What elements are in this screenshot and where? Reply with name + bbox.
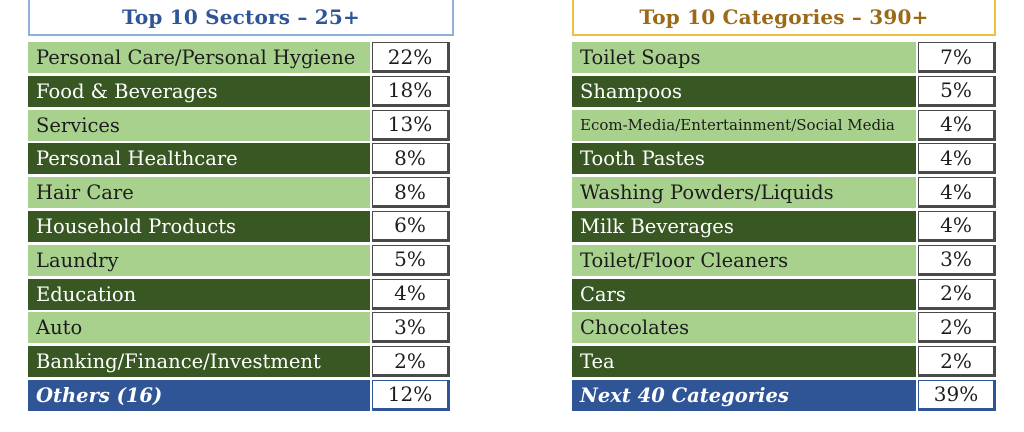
- table-row: Personal Care/Personal Hygiene 22%: [28, 42, 456, 73]
- table-row: Tooth Pastes 4%: [572, 143, 1000, 175]
- others-row: Others (16) 12%: [28, 379, 456, 411]
- categories-table: Toilet Soaps 7% Shampoos 5% Ecom-Media/Ent…: [572, 42, 1000, 411]
- table-row: Education 4%: [28, 278, 456, 310]
- row-value: 22%: [372, 42, 450, 73]
- table-row: Services 13%: [28, 109, 456, 141]
- row-value: 4%: [918, 177, 996, 209]
- row-value: 5%: [918, 75, 996, 107]
- row-label: Banking/Finance/Investment: [28, 346, 370, 378]
- row-label: Hair Care: [28, 177, 370, 209]
- row-label: Toilet Soaps: [572, 42, 916, 73]
- row-value: 13%: [372, 109, 450, 141]
- row-value: 18%: [372, 75, 450, 107]
- row-label: Washing Powders/Liquids: [572, 177, 916, 209]
- row-value: 4%: [918, 143, 996, 175]
- row-label: Toilet/Floor Cleaners: [572, 244, 916, 276]
- table-row: Shampoos 5%: [572, 75, 1000, 107]
- row-label: Ecom-Media/Entertainment/Social Media: [572, 109, 916, 141]
- row-value: 2%: [372, 346, 450, 378]
- row-label: Milk Beverages: [572, 210, 916, 242]
- others-value: 12%: [372, 379, 450, 411]
- table-row: Ecom-Media/Entertainment/Social Media 4%: [572, 109, 1000, 141]
- row-value: 6%: [372, 210, 450, 242]
- others-label: Others (16): [28, 379, 370, 411]
- table-row: Toilet/Floor Cleaners 3%: [572, 244, 1000, 276]
- row-value: 2%: [918, 312, 996, 344]
- row-label: Services: [28, 109, 370, 141]
- table-row: Hair Care 8%: [28, 177, 456, 209]
- row-value: 4%: [918, 210, 996, 242]
- table-row: Personal Healthcare 8%: [28, 143, 456, 175]
- table-row: Washing Powders/Liquids 4%: [572, 177, 1000, 209]
- sectors-panel: Top 10 Sectors – 25+ Personal Care/Perso…: [28, 0, 456, 414]
- row-label: Personal Healthcare: [28, 143, 370, 175]
- table-row: Milk Beverages 4%: [572, 210, 1000, 242]
- table-row: Chocolates 2%: [572, 312, 1000, 344]
- others-row: Next 40 Categories 39%: [572, 379, 1000, 411]
- table-row: Banking/Finance/Investment 2%: [28, 346, 456, 378]
- row-label: Chocolates: [572, 312, 916, 344]
- row-label: Auto: [28, 312, 370, 344]
- row-label: Laundry: [28, 244, 370, 276]
- categories-title: Top 10 Categories – 390+: [572, 0, 996, 36]
- row-value: 4%: [372, 278, 450, 310]
- table-row: Auto 3%: [28, 312, 456, 344]
- row-value: 7%: [918, 42, 996, 73]
- sectors-table: Personal Care/Personal Hygiene 22% Food &…: [28, 42, 456, 411]
- row-label: Cars: [572, 278, 916, 310]
- row-value: 5%: [372, 244, 450, 276]
- row-label: Education: [28, 278, 370, 310]
- sectors-title: Top 10 Sectors – 25+: [28, 0, 454, 36]
- table-row: Toilet Soaps 7%: [572, 42, 1000, 73]
- row-label: Personal Care/Personal Hygiene: [28, 42, 370, 73]
- row-label: Tooth Pastes: [572, 143, 916, 175]
- row-label: Shampoos: [572, 75, 916, 107]
- others-label: Next 40 Categories: [572, 379, 916, 411]
- table-row: Laundry 5%: [28, 244, 456, 276]
- row-value: 4%: [918, 109, 996, 141]
- row-value: 3%: [918, 244, 996, 276]
- row-label: Household Products: [28, 210, 370, 242]
- table-row: Cars 2%: [572, 278, 1000, 310]
- row-value: 8%: [372, 177, 450, 209]
- row-value: 8%: [372, 143, 450, 175]
- table-row: Food & Beverages 18%: [28, 75, 456, 107]
- row-label: Tea: [572, 346, 916, 378]
- row-value: 2%: [918, 278, 996, 310]
- table-row: Household Products 6%: [28, 210, 456, 242]
- row-label: Food & Beverages: [28, 75, 370, 107]
- categories-panel: Top 10 Categories – 390+ Toilet Soaps 7% …: [572, 0, 1000, 414]
- table-row: Tea 2%: [572, 346, 1000, 378]
- row-value: 3%: [372, 312, 450, 344]
- others-value: 39%: [918, 379, 996, 411]
- row-value: 2%: [918, 346, 996, 378]
